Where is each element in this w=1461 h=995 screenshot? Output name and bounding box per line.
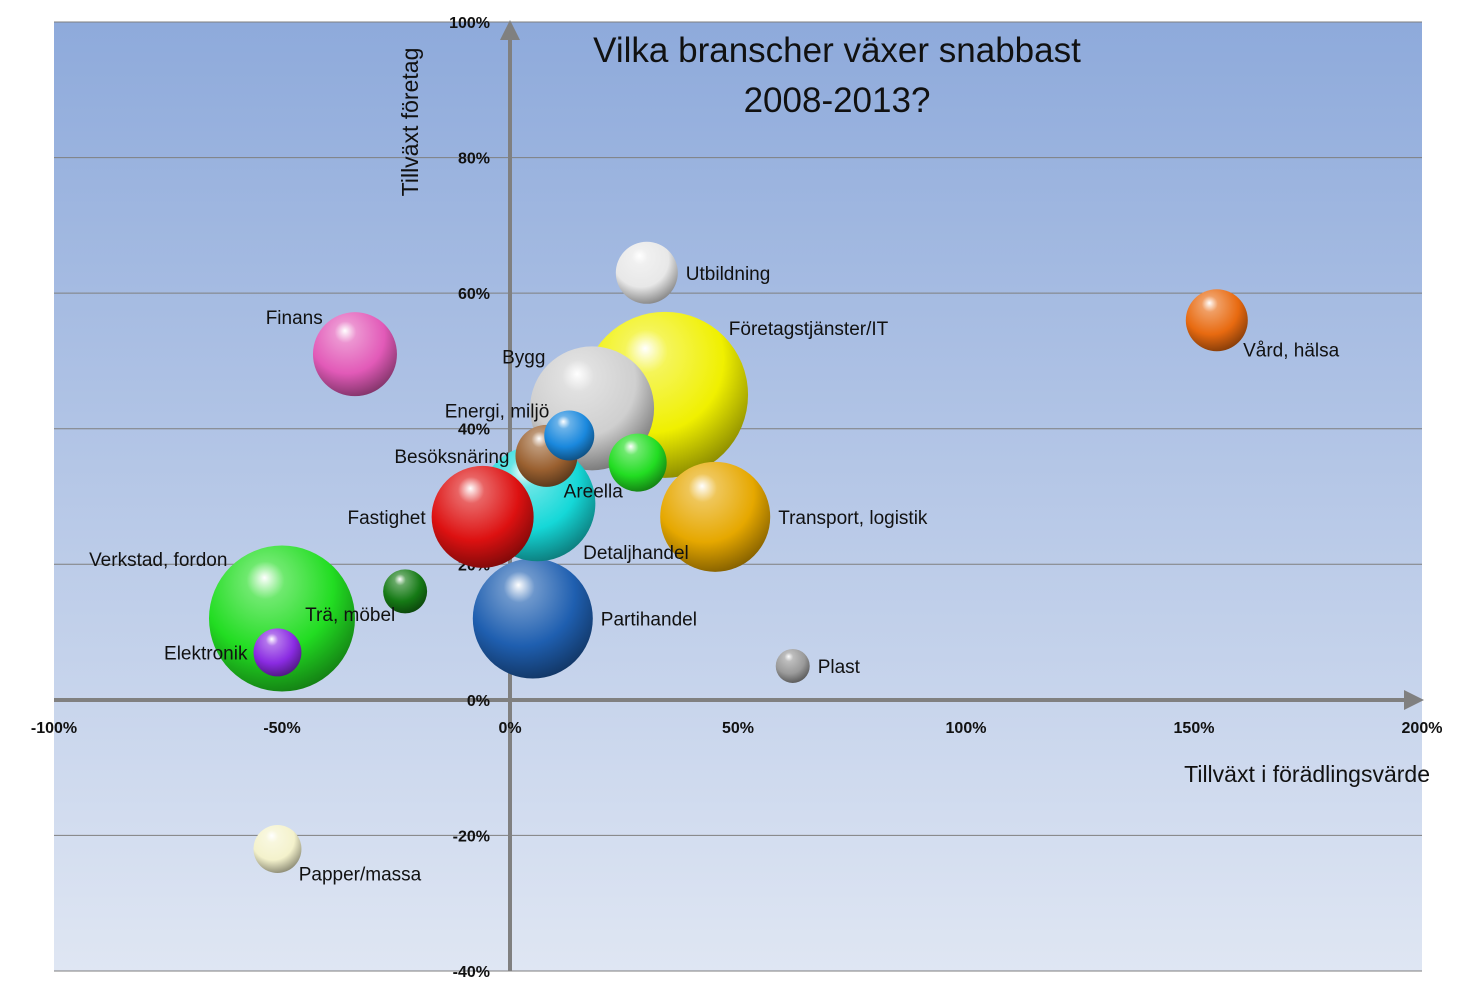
bubble-fastighet — [431, 465, 534, 568]
x-tick-label: -100% — [31, 720, 77, 737]
y-tick-label: 40% — [458, 422, 490, 439]
y-tick-label: 100% — [449, 15, 490, 32]
bubble-label-papper-massa: Papper/massa — [299, 864, 422, 885]
bubble-label-detaljhandel: Detaljhandel — [583, 543, 689, 564]
bubble-label-plast: Plast — [818, 657, 861, 678]
y-tick-label: -40% — [453, 964, 490, 981]
y-tick-label: 80% — [458, 151, 490, 168]
x-tick-labels: -100% -50% 0% 50% 100% 150% 200% — [31, 720, 1443, 737]
bubble-tr-m-bel — [383, 569, 428, 614]
y-tick-label: -20% — [453, 828, 490, 845]
x-tick-label: 0% — [498, 720, 521, 737]
bubble-label-areella: Areella — [564, 481, 624, 502]
bubble-finans — [312, 312, 397, 397]
bubble-v-rd-h-lsa — [1185, 289, 1248, 352]
y-tick-label: 60% — [458, 286, 490, 303]
bubble-elektronik — [253, 628, 302, 677]
chart-title-line-2: 2008-2013? — [744, 81, 931, 120]
bubble-label-bes-ksn-ring: Besöksnäring — [394, 447, 509, 468]
bubble-utbildning — [615, 241, 678, 304]
bubble-papper-massa — [253, 824, 302, 873]
bubble-label-partihandel: Partihandel — [601, 610, 697, 631]
bubble-label-bygg: Bygg — [502, 348, 545, 369]
bubble-label-verkstad-fordon: Verkstad, fordon — [89, 550, 227, 571]
bubble-labels: Verkstad, fordon Företagstjänster/IT Parti… — [89, 264, 1340, 885]
bubble-label-finans: Finans — [266, 308, 323, 329]
y-tick-label: 0% — [467, 693, 490, 710]
bubble-label-utbildning: Utbildning — [686, 264, 771, 285]
x-tick-label: -50% — [263, 720, 300, 737]
bubble-transport-logistik — [660, 461, 771, 572]
y-axis-title: Tillväxt företag — [397, 48, 423, 197]
bubble-energi-milj — [544, 410, 595, 461]
x-axis-title: Tillväxt i förädlingsvärde — [1184, 761, 1430, 787]
bubble-plast — [775, 648, 810, 683]
bubble-label-f-retagstj-nster-it: Företagstjänster/IT — [729, 319, 889, 340]
x-tick-label: 50% — [722, 720, 754, 737]
bubble-label-energi-milj: Energi, miljö — [445, 401, 550, 422]
chart-title-line-1: Vilka branscher växer snabbast — [593, 31, 1081, 70]
bubbles — [209, 241, 1248, 873]
bubble-verkstad-fordon — [209, 545, 355, 692]
bubble-label-transport-logistik: Transport, logistik — [778, 508, 928, 529]
bubble-label-elektronik: Elektronik — [164, 643, 248, 664]
bubble-label-v-rd-h-lsa: Vård, hälsa — [1243, 341, 1340, 362]
bubble-label-fastighet: Fastighet — [347, 508, 426, 529]
x-tick-label: 200% — [1402, 720, 1443, 737]
x-tick-label: 150% — [1174, 720, 1215, 737]
bubble-partihandel — [472, 558, 593, 679]
bubble-areella — [608, 433, 667, 492]
bubble-label-tr-m-bel: Trä, möbel — [305, 605, 395, 626]
x-tick-label: 100% — [946, 720, 987, 737]
